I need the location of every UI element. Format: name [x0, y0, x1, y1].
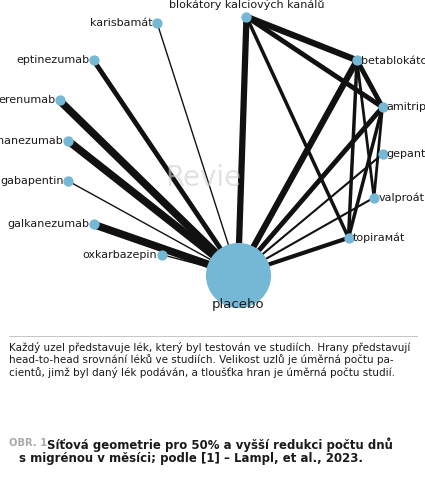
Text: erenumab: erenumab — [0, 95, 55, 106]
Text: gabapentin: gabapentin — [0, 176, 64, 186]
Text: Každý uzel představuje lék, který byl testován ve studiích. Hrany představují: Každý uzel představuje lék, který byl te… — [9, 342, 411, 353]
Text: s migrénou v měsíci; podle [1] – Lampl, et al., 2023.: s migrénou v měsíci; podle [1] – Lampl, … — [19, 452, 363, 465]
Text: placebo: placebo — [212, 298, 264, 311]
Point — [345, 234, 352, 241]
Point — [243, 13, 250, 21]
Point — [354, 56, 360, 64]
Text: cientů, jimž byl daný lék podáván, a tloušťka hran je úměrná počtu studií.: cientů, jimž byl daný lék podáván, a tlo… — [9, 367, 395, 378]
Text: galkanezumab: galkanezumab — [7, 219, 89, 229]
Point — [90, 221, 97, 228]
Point — [65, 177, 71, 185]
Point — [235, 271, 241, 279]
Point — [379, 150, 386, 158]
Text: Síťová geometrie pro 50% a vyšší redukci počtu dnů: Síťová geometrie pro 50% a vyšší redukci… — [47, 438, 393, 453]
Text: head-to-head srovnání léků ve studiích. Velikost uzlů je úměrná počtu pa-: head-to-head srovnání léků ve studiích. … — [9, 354, 394, 365]
Text: valproát: valproát — [378, 192, 424, 203]
Text: blokátory kalciových kanálů: blokátory kalciových kanálů — [169, 0, 324, 10]
Text: topirамát: topirамát — [353, 233, 405, 243]
Text: gepanty: gepanty — [387, 149, 425, 159]
Point — [379, 103, 386, 111]
Point — [158, 251, 165, 258]
Point — [65, 137, 71, 145]
Point — [90, 56, 97, 64]
Text: Revie: Revie — [166, 163, 242, 191]
Point — [56, 96, 63, 104]
Text: karisbamát: karisbamát — [91, 18, 153, 28]
Point — [154, 20, 161, 27]
Text: OBR. 1: OBR. 1 — [9, 438, 47, 448]
Text: fremanezumab: fremanezumab — [0, 136, 64, 146]
Text: betablokátory: betablokátory — [361, 55, 425, 66]
Point — [371, 194, 377, 201]
Text: oxkarbazepin: oxkarbazepin — [82, 250, 157, 260]
Text: amitriptylin: amitriptylin — [387, 102, 425, 112]
Text: eptinezumab: eptinezumab — [16, 55, 89, 65]
